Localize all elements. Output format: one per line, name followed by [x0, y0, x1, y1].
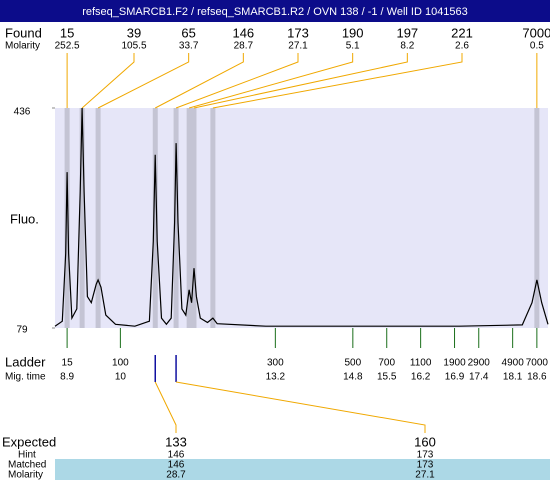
molarity-row	[55, 470, 550, 480]
matched-size: 173	[417, 460, 434, 471]
matched-molarity: 28.7	[166, 470, 186, 480]
ladder-label: Ladder	[5, 354, 46, 369]
matched-label: Matched	[8, 460, 46, 471]
found-connector	[189, 53, 354, 109]
expected-connector	[154, 381, 177, 433]
matched-molarity-label: Molarity	[8, 470, 43, 480]
found-molarity: 8.2	[400, 41, 414, 52]
peak-band	[95, 108, 101, 328]
y-axis-label: Fluo.	[10, 211, 39, 226]
ladder-size: 1900	[443, 358, 466, 369]
found-molarity: 0.5	[530, 41, 544, 52]
expected-label: Expected	[2, 434, 56, 449]
header-bar	[0, 0, 550, 22]
found-connector	[155, 53, 244, 109]
plot-area	[55, 108, 548, 328]
ladder-time: 16.2	[411, 372, 431, 383]
y-tick-label: 436	[14, 107, 31, 118]
found-size: 190	[342, 25, 364, 40]
molarity-label: Molarity	[5, 41, 40, 52]
chart-title: refseq_SMARCB1.F2 / refseq_SMARCB1.R2 / …	[82, 6, 468, 18]
ladder-size: 100	[112, 358, 129, 369]
found-size: 15	[60, 25, 74, 40]
found-size: 7000	[522, 25, 550, 40]
peak-band	[173, 108, 179, 328]
hint-size: 146	[168, 450, 185, 461]
found-molarity: 33.7	[179, 41, 199, 52]
trace	[54, 107, 549, 327]
found-size: 39	[127, 25, 141, 40]
ladder-time: 15.5	[377, 372, 397, 383]
ladder-size: 300	[267, 358, 284, 369]
hint-size: 173	[417, 450, 434, 461]
ladder-time: 16.9	[445, 372, 465, 383]
ladder-size: 4900	[502, 358, 525, 369]
found-molarity: 252.5	[55, 41, 80, 52]
ladder-time: 8.9	[60, 372, 74, 383]
peak-band	[534, 108, 540, 328]
ladder-size: 15	[62, 358, 74, 369]
found-connector	[175, 53, 299, 109]
expected-size: 160	[414, 434, 436, 449]
hint-label: Hint	[18, 450, 36, 461]
peak-band	[186, 108, 192, 328]
ladder-size: 2900	[468, 358, 491, 369]
found-molarity: 28.7	[234, 41, 254, 52]
found-size: 65	[181, 25, 195, 40]
found-molarity: 5.1	[346, 41, 360, 52]
found-connector	[97, 53, 190, 109]
expected-size: 133	[165, 434, 187, 449]
found-connector	[212, 53, 463, 109]
ladder-time: 10	[115, 372, 127, 383]
peak-band	[152, 108, 158, 328]
matched-row	[55, 459, 550, 470]
ladder-size: 700	[378, 358, 395, 369]
peak-band	[64, 108, 70, 328]
peak-band	[79, 108, 85, 328]
found-connector	[81, 53, 135, 109]
expected-connector	[175, 381, 426, 433]
peak-band	[210, 108, 216, 328]
ladder-size: 1100	[410, 358, 432, 369]
found-label: Found	[5, 25, 42, 40]
ladder-time: 18.6	[527, 372, 547, 383]
ladder-time: 17.4	[469, 372, 489, 383]
ladder-size: 7000	[526, 358, 549, 369]
found-molarity: 27.1	[288, 41, 308, 52]
y-tick-label: 79	[16, 325, 28, 336]
found-size: 146	[232, 25, 254, 40]
found-size: 221	[451, 25, 473, 40]
found-molarity: 105.5	[121, 41, 146, 52]
ladder-size: 500	[344, 358, 361, 369]
ladder-time: 13.2	[266, 372, 286, 383]
found-size: 197	[396, 25, 418, 40]
found-molarity: 2.6	[455, 41, 469, 52]
peak-band	[191, 108, 197, 328]
matched-size: 146	[168, 460, 185, 471]
time-label: Mig. time	[5, 372, 46, 383]
ladder-time: 14.8	[343, 372, 363, 383]
found-size: 173	[287, 25, 309, 40]
found-connector	[193, 53, 408, 109]
ladder-time: 18.1	[503, 372, 523, 383]
matched-molarity: 27.1	[415, 470, 435, 480]
